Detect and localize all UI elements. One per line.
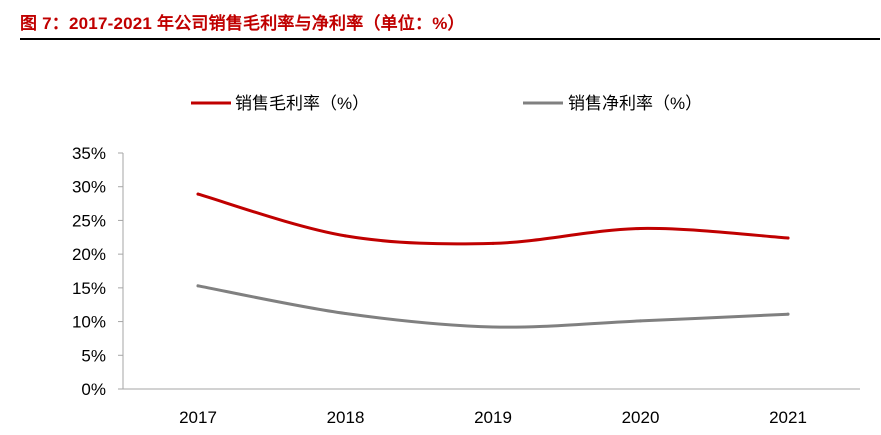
series-2-point xyxy=(196,284,200,288)
x-tick-label: 2021 xyxy=(769,408,807,427)
y-tick-label: 35% xyxy=(72,144,106,163)
y-tick-label: 5% xyxy=(81,346,106,365)
legend-label-1: 销售毛利率（%） xyxy=(235,94,369,113)
series-1-point xyxy=(344,234,347,238)
series-1-point xyxy=(639,227,642,231)
y-tick-label: 20% xyxy=(72,245,106,264)
series-2-point xyxy=(491,325,495,329)
figure-title: 图 7：2017-2021 年公司销售毛利率与净利率（单位：%） xyxy=(20,14,465,33)
series-2-point xyxy=(786,312,790,316)
series-1-point xyxy=(196,192,200,196)
y-tick-label: 25% xyxy=(72,211,106,230)
series-2-point xyxy=(639,319,642,323)
legend-label-2: 销售净利率（%） xyxy=(568,94,702,113)
y-tick-label: 10% xyxy=(72,313,106,332)
x-tick-label: 2017 xyxy=(179,408,217,427)
x-tick-label: 2020 xyxy=(622,408,660,427)
series-1-point xyxy=(491,241,495,245)
chart-legend: 销售毛利率（%） 销售净利率（%） xyxy=(191,94,702,113)
x-tick-label: 2019 xyxy=(474,408,512,427)
series-line-2 xyxy=(196,284,790,329)
series-line-1 xyxy=(196,192,790,246)
y-tick-label: 30% xyxy=(72,178,106,197)
y-tick-label: 0% xyxy=(81,380,106,399)
x-axis: 2017 2018 2019 2020 2021 xyxy=(123,388,860,427)
title-divider xyxy=(20,38,880,40)
series-lines xyxy=(196,192,790,329)
x-tick-label: 2018 xyxy=(327,408,365,427)
series-1-point xyxy=(786,236,790,240)
series-2-point xyxy=(344,311,347,315)
y-axis: 0% 5% 10% 15% 20% 25% 30% 35% xyxy=(72,144,124,399)
y-tick-label: 15% xyxy=(72,279,106,298)
